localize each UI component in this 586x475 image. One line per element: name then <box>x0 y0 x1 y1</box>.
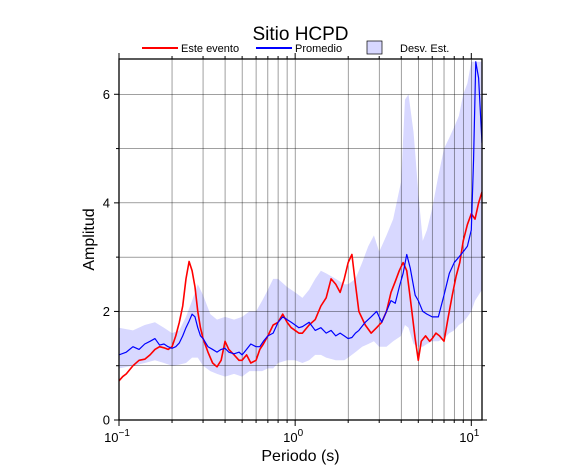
series-line-promedio <box>119 61 482 356</box>
y-axis-title: Amplitud <box>81 208 98 270</box>
chart-title: Sitio HCPD <box>252 24 348 45</box>
std-band-layer <box>119 61 482 377</box>
legend-label-desv-est: Desv. Est. <box>400 43 449 55</box>
legend: Este evento Promedio Desv. Est. <box>142 40 449 55</box>
legend-label-este-evento: Este evento <box>181 43 239 55</box>
grid <box>118 59 482 420</box>
axes: 0 2 4 6 10−1 100 101 <box>103 53 487 445</box>
legend-swatch-desv-est <box>366 40 383 55</box>
series-layer <box>119 61 482 382</box>
y-tick-label: 2 <box>103 304 110 319</box>
x-tick-label: 10−1 <box>104 428 130 445</box>
plot-frame <box>118 58 483 421</box>
x-tick-label: 100 <box>283 428 303 445</box>
std-band <box>119 61 482 377</box>
series-line-este-evento <box>119 191 482 382</box>
x-axis-title: Periodo (s) <box>261 448 339 465</box>
y-tick-label: 6 <box>103 87 110 102</box>
x-tick-label: 101 <box>459 428 479 445</box>
legend-label-promedio: Promedio <box>295 43 342 55</box>
y-tick-label: 0 <box>103 413 110 428</box>
y-tick-label: 4 <box>103 195 110 210</box>
